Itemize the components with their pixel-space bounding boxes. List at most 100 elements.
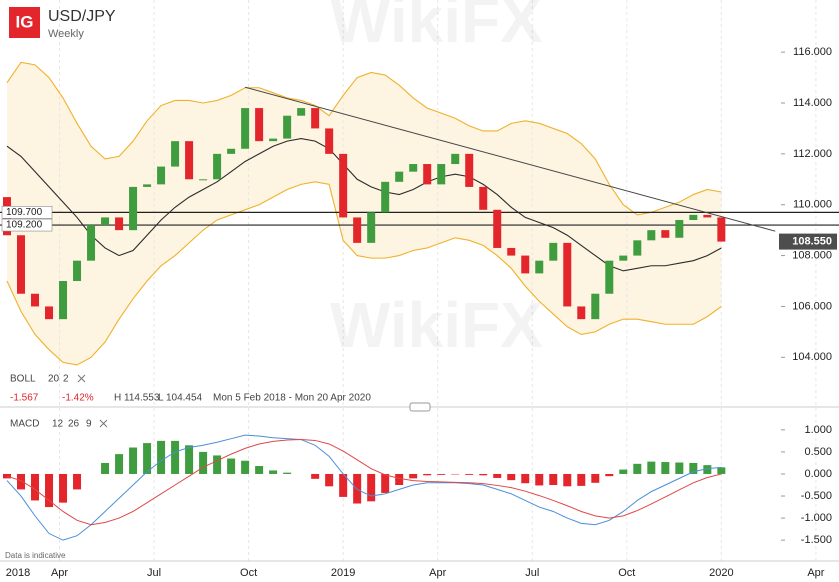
macd-histogram-bar [185,445,194,474]
bollinger-middle [6,138,722,272]
candle-body [227,148,236,154]
y-tick-label: -1.500 [801,534,832,546]
candle-body [549,242,558,261]
bollinger-lower [6,181,722,366]
candle-body [367,212,376,243]
macd-histogram-bar [703,465,712,474]
level-label: 109.200 [6,220,43,231]
macd-histogram-bar [101,462,110,474]
candle-body [703,214,712,218]
macd-histogram-bar [717,467,726,474]
x-tick-label: Apr [51,567,68,579]
level-label: 109.700 [6,207,43,218]
candle-body [31,293,40,307]
logo-box [9,7,40,38]
macd-histogram-bar [59,473,68,503]
logo: IG [16,12,34,31]
macd-histogram-bar [213,455,222,474]
bollinger-band [7,62,722,365]
bollinger-upper [6,61,722,216]
macd-histogram-bar [423,473,432,476]
candle-body [409,164,418,172]
y-tick-label: 0.000 [804,468,832,480]
y-tick-label: 110.000 [793,199,832,211]
macd-histogram-bar [535,473,544,486]
macd-histogram-bar [73,473,82,490]
watermark-layer: WikiFX WikiFX [330,0,543,361]
info-row: BOLL 20 2 -1.567 -1.42% H 114.553 L 104.… [5,374,371,560]
candle-body [269,138,278,142]
candle-body [171,141,180,167]
candle-body [465,153,474,187]
macd-histogram-bar [367,473,376,502]
candle-body [311,108,320,129]
x-tick-label: 2020 [709,567,733,579]
macd-name: MACD [10,419,39,430]
y-tick-label: 104.000 [792,351,832,363]
candle-body [17,235,26,294]
last-price-label: 108.550 [792,236,832,248]
macd-histogram-bar [171,440,180,474]
candle-body [437,164,446,185]
level-label-box [1,218,53,232]
y-tick-label: 1.000 [804,424,832,436]
period-low: L 104.454 [158,393,203,404]
candle-body [59,281,68,320]
candle-body [647,230,656,241]
candle-body [283,115,292,139]
x-tick-label: Apr [807,567,824,579]
macd-histogram-bar [283,472,292,474]
watermark: WikiFX [330,289,543,361]
candle-body [157,166,166,185]
macd-histogram-bar [241,460,250,474]
candle-body [423,164,432,185]
date-range: Mon 5 Feb 2018 - Mon 20 Apr 2020 [213,393,371,404]
candle-body [577,306,586,320]
signal-line [6,439,722,526]
candle-body [661,230,670,238]
candle-body [339,153,348,218]
candle-body [45,306,54,320]
macd-histogram-bar [675,462,684,474]
candle-body [619,255,628,261]
y-tick-label: 108.000 [792,249,832,261]
macd-histogram-bar [255,466,264,474]
candle-body [479,186,488,210]
candle-body [591,293,600,320]
candle-body [689,214,698,220]
macd-histogram-bar [507,473,516,481]
candle-body [353,217,362,243]
macd-histogram-bar [227,458,236,474]
level-label-box [1,206,53,219]
change-percent: -1.42% [62,393,94,404]
macd-fast: 12 [52,419,64,430]
indicator-deviation: 2 [63,374,69,385]
macd-line [6,434,722,541]
y-tick-label: 112.000 [793,148,832,160]
macd-histogram-bar [269,470,278,474]
macd-histogram-bar [17,473,26,490]
y-tick-label: 106.000 [792,300,832,312]
close-icon[interactable] [99,419,108,428]
macd-histogram-bar [409,473,418,479]
change: -1.567 [10,393,39,404]
close-icon[interactable] [77,374,86,383]
resize-handle[interactable] [409,402,431,412]
period-high: H 114.553 [114,393,160,404]
candle-body [605,260,614,294]
candle-body [199,179,208,181]
candle-body [255,108,264,142]
x-tick-label: 2018 [6,567,30,579]
candle-body [325,128,334,154]
macd-histogram-bar [31,473,40,501]
candle-body [493,209,502,248]
macd-histogram-bar [3,473,12,479]
macd-histogram-bar [45,473,54,508]
y-tick-label: -1.000 [801,512,832,524]
macd-histogram-bar [129,447,138,474]
macd-histogram-bar [325,473,334,487]
x-tick-label: Jul [147,567,161,579]
candle-body [563,242,572,307]
candle-body [115,217,124,231]
